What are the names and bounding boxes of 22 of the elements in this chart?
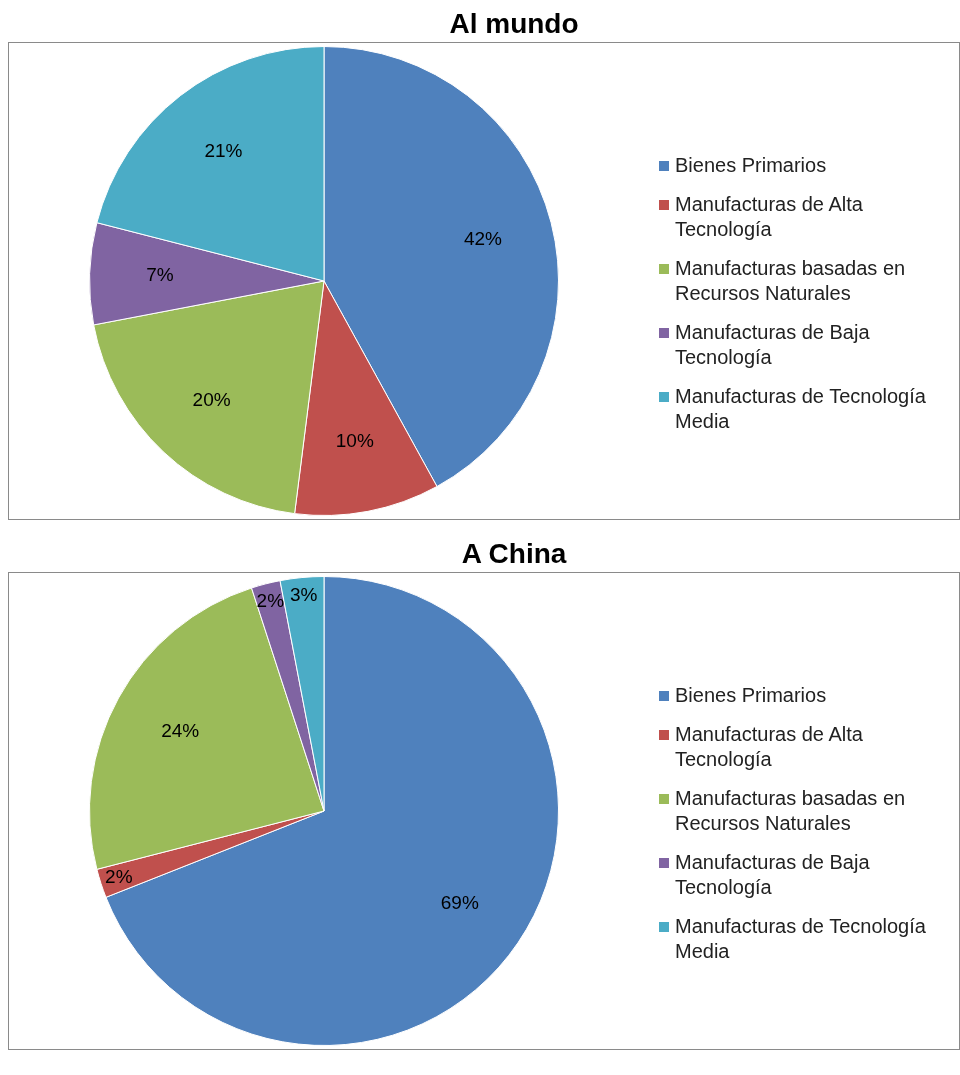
- data-label: 7%: [146, 264, 174, 286]
- data-label: 69%: [440, 891, 479, 913]
- legend-label: Manufacturas de Baja Tecnología: [675, 850, 871, 900]
- legend-label: Bienes Primarios: [675, 153, 827, 178]
- data-label: 21%: [204, 139, 243, 161]
- data-label: 24%: [161, 720, 200, 742]
- data-label: 10%: [335, 430, 374, 452]
- chart-title: Al mundo: [448, 8, 580, 41]
- legend-label: Manufacturas de Tecnología Media: [675, 384, 927, 434]
- legend-label: Manufacturas basadas en Recursos Naturales: [675, 256, 907, 306]
- data-label: 42%: [463, 228, 503, 250]
- legend-label: Bienes Primarios: [675, 683, 827, 708]
- chart-title: A China: [460, 538, 568, 571]
- legend-label: Manufacturas de Baja Tecnología: [675, 320, 871, 370]
- legend-label: Manufacturas de Tecnología Media: [675, 914, 927, 964]
- data-label: 3%: [289, 584, 318, 606]
- legend-label: Manufacturas basadas en Recursos Naturales: [675, 786, 907, 836]
- legend-label: Manufacturas de Alta Tecnología: [675, 192, 864, 242]
- data-label: 2%: [256, 590, 285, 612]
- data-label: 2%: [105, 865, 133, 887]
- data-label: 20%: [192, 388, 231, 410]
- legend-label: Manufacturas de Alta Tecnología: [675, 722, 864, 772]
